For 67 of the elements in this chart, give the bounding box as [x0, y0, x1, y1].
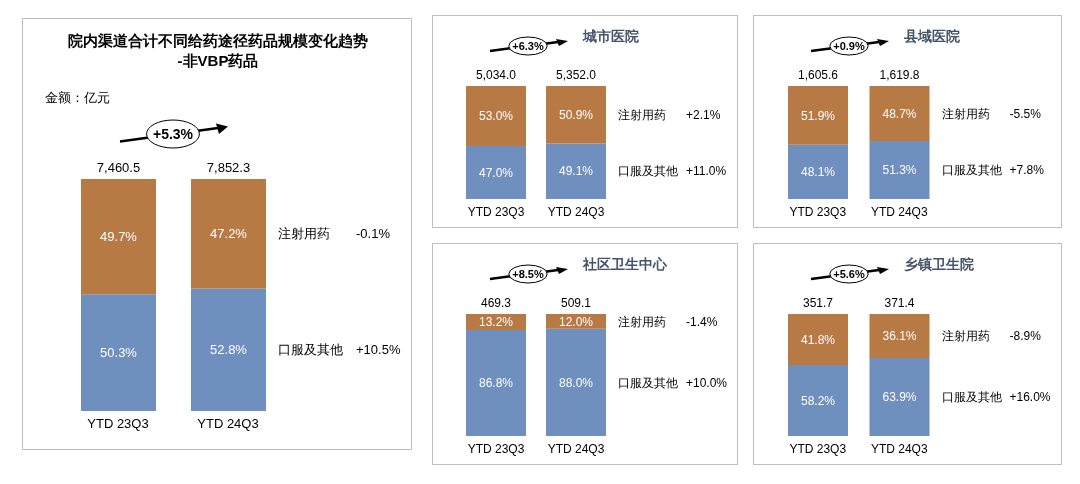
data-label: 52.8% [210, 342, 248, 358]
data-label: 58.2% [800, 393, 836, 408]
x-tick-label: YTD 23Q3 [789, 204, 847, 219]
chart-title: 城市医院 [583, 28, 639, 46]
series-label: 口服及其他 [278, 342, 343, 358]
data-label: 13.2% [478, 315, 514, 330]
text: 1,619.8 [879, 68, 920, 82]
series-label: 口服及其他 [618, 164, 678, 179]
data-label: 12.0% [558, 314, 594, 329]
data-label: 48.1% [800, 165, 836, 180]
text: +10.5% [356, 342, 401, 358]
x-tick-label: YTD 24Q3 [547, 204, 605, 219]
x-tick-label: YTD 24Q3 [870, 204, 928, 219]
text: 5,352.0 [555, 68, 597, 82]
series-label: 注射用药 [941, 329, 990, 344]
chart-subtitle: -非VBP药品 [176, 51, 260, 71]
data-label: 48.7% [882, 106, 917, 121]
data-label: 47.2% [210, 226, 248, 242]
data-label: 49.1% [558, 164, 594, 179]
text: 371.4 [884, 296, 915, 310]
text: 5,034.0 [475, 68, 517, 82]
text: -0.1% [356, 226, 391, 242]
data-label: 41.8% [800, 332, 836, 347]
x-tick-label: YTD 24Q3 [197, 416, 259, 432]
data-label: 50.9% [558, 107, 594, 122]
text: +11.0% [686, 164, 727, 179]
data-label: 63.9% [882, 390, 917, 405]
data-label: 88.0% [558, 375, 594, 390]
chart-title: 乡镇卫生院 [904, 256, 974, 274]
series-label: 注射用药 [618, 107, 666, 122]
text: +7.8% [1009, 163, 1045, 178]
series-label: 口服及其他 [618, 375, 678, 390]
data-label: 49.7% [100, 229, 138, 245]
text: 469.3 [480, 296, 512, 310]
x-tick-label: YTD 24Q3 [870, 441, 928, 456]
data-label: 51.3% [882, 163, 917, 178]
x-tick-label: YTD 23Q3 [87, 416, 149, 432]
text: +2.1% [686, 107, 721, 122]
text: 金额：亿元 [45, 89, 110, 107]
text: -1.4% [686, 314, 718, 329]
series-label: 注射用药 [941, 106, 990, 121]
chart-title: 县域医院 [904, 28, 960, 46]
data-label: 51.9% [800, 108, 836, 123]
text: 351.7 [802, 296, 834, 310]
x-tick-label: YTD 23Q3 [789, 441, 847, 456]
data-label: 86.8% [478, 376, 514, 391]
text: +10.0% [686, 375, 728, 390]
series-label: 口服及其他 [941, 390, 1002, 405]
x-tick-label: YTD 24Q3 [547, 441, 605, 456]
data-label: 36.1% [882, 329, 917, 344]
text: 7,852.3 [206, 160, 251, 175]
text: 509.1 [560, 296, 592, 310]
data-label: 53.0% [478, 109, 514, 124]
series-label: 口服及其他 [941, 163, 1002, 178]
data-label: 47.0% [478, 165, 514, 180]
x-tick-label: YTD 23Q3 [467, 204, 525, 219]
text: -5.5% [1009, 106, 1042, 121]
x-tick-label: YTD 23Q3 [467, 441, 525, 456]
text: 7,460.5 [96, 160, 141, 175]
series-label: 注射用药 [618, 314, 666, 329]
data-label: 50.3% [100, 345, 138, 361]
text: 1,605.6 [797, 68, 839, 82]
chart-title: 社区卫生中心 [583, 256, 667, 274]
text: +16.0% [1009, 390, 1051, 405]
text: -8.9% [1009, 329, 1042, 344]
series-label: 注射用药 [278, 226, 330, 242]
chart-title: 院内渠道合计不同给药途径药品规模变化趋势 [67, 31, 369, 51]
